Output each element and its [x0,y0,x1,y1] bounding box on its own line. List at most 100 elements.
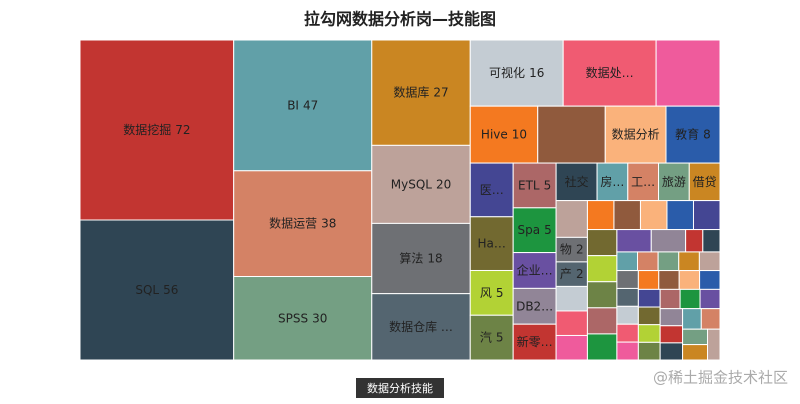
cell-value: 16 [529,66,544,80]
treemap-cell [659,288,681,310]
cell-name: 数据运营 [269,215,317,230]
cell-label: Hive 10 [481,127,527,141]
treemap-cell [371,222,471,295]
cell-name: ETL [518,178,540,192]
cell-value: 2 [576,242,584,256]
treemap-cell [639,200,668,231]
cell-name: 风 [480,285,492,299]
treemap-cell [79,219,235,361]
treemap-cell [616,305,639,325]
cell-label: 企业… [517,262,553,277]
cell-name: 旅游 [662,174,686,188]
cell-value: 5 [496,330,504,344]
cell-value: 5 [544,178,552,192]
cell-value: 30 [312,311,327,325]
cell-value: 2 [576,267,584,281]
cell-name: 物 [560,242,572,256]
cell-label: 数据挖掘 72 [123,122,190,137]
cell-label: ETL 5 [518,178,551,192]
treemap-cell [616,323,639,343]
treemap-cell [637,288,661,308]
treemap-cell [692,200,721,231]
cell-label: 社交 [565,173,589,188]
treemap-cell [469,269,514,316]
treemap-cell [616,251,639,272]
treemap-cell [707,328,721,361]
treemap-cell [512,323,557,361]
treemap-cell [658,270,680,290]
cell-name: 企业… [517,262,553,277]
cell-label: 数据库 27 [393,84,448,99]
treemap-cell [233,39,373,172]
cell-name: Ha… [478,236,506,250]
cell-value: 5 [544,223,552,237]
cell-name: 产 [560,267,572,281]
treemap-cell [650,229,687,253]
treemap-cell [469,216,514,271]
cell-value: 5 [496,285,504,299]
treemap-cell [586,200,615,231]
cell-name: 数据挖掘 [123,122,171,137]
cell-value: 56 [163,283,178,297]
cell-name: 新零… [517,334,553,349]
cell-name: 教育 [675,126,699,141]
cell-value: 38 [321,216,336,230]
cell-value: 10 [512,127,527,141]
cell-name: Spa [518,223,541,237]
treemap-cell [537,105,606,164]
cell-name: 汽 [480,329,492,344]
treemap-cell [512,207,557,254]
cell-value: 8 [703,127,711,141]
cell-value: 72 [175,123,190,137]
cell-label: 可视化 16 [489,65,544,80]
cell-name: 数据分析 [612,126,660,141]
treemap-cell [586,255,618,283]
cell-label: 工… [631,174,655,188]
cell-name: 可视化 [489,65,525,80]
treemap-cell [659,308,684,327]
treemap-cell [682,344,709,361]
series-name[interactable]: 数据分析技能 [367,381,433,395]
cell-name: 社交 [565,173,589,188]
cell-name: SQL [135,283,159,297]
cell-label: Ha… [478,236,506,250]
cell-name: 数据库 [393,84,429,99]
treemap-cell [682,308,702,330]
treemap-cell [79,39,235,221]
series-tag[interactable] [356,378,444,398]
treemap-cell [555,285,588,312]
treemap-cell [637,341,661,361]
cell-label: 教育 8 [675,126,711,141]
treemap-cell [371,293,471,361]
cell-label: 医… [480,182,504,196]
cell-label: 房… [600,173,624,188]
cell-label: 数据分析 [612,126,660,141]
treemap-cell [655,39,721,107]
treemap-cell [233,170,373,278]
treemap-cell [637,251,659,272]
treemap-cell [555,310,588,336]
treemap-cell [698,251,721,272]
cell-value: 20 [436,177,451,191]
treemap-cell [233,276,373,361]
treemap-cell [613,200,641,231]
treemap-cell [679,288,701,310]
cell-name: SPSS [278,311,308,325]
cell-label: 旅游 [662,174,686,188]
treemap-cell [699,288,721,310]
cell-name: 房… [600,173,624,188]
treemap-cell [616,287,639,307]
treemap-cell [616,270,639,289]
cell-name: 数据仓库 … [389,318,453,333]
cell-label: DB2… [516,299,553,313]
treemap: 数据挖掘 72 SQL 56 BI 47 数据运营 38 SPSS 30 数据库 27 MySQL 20 算… [79,39,721,361]
treemap-cell [685,229,704,253]
cell-label: MySQL 20 [391,177,451,191]
cell-name: BI [287,98,299,112]
cell-name: 算法 [399,250,423,265]
cell-name: 工… [631,174,655,188]
cell-name: 医… [480,182,504,196]
